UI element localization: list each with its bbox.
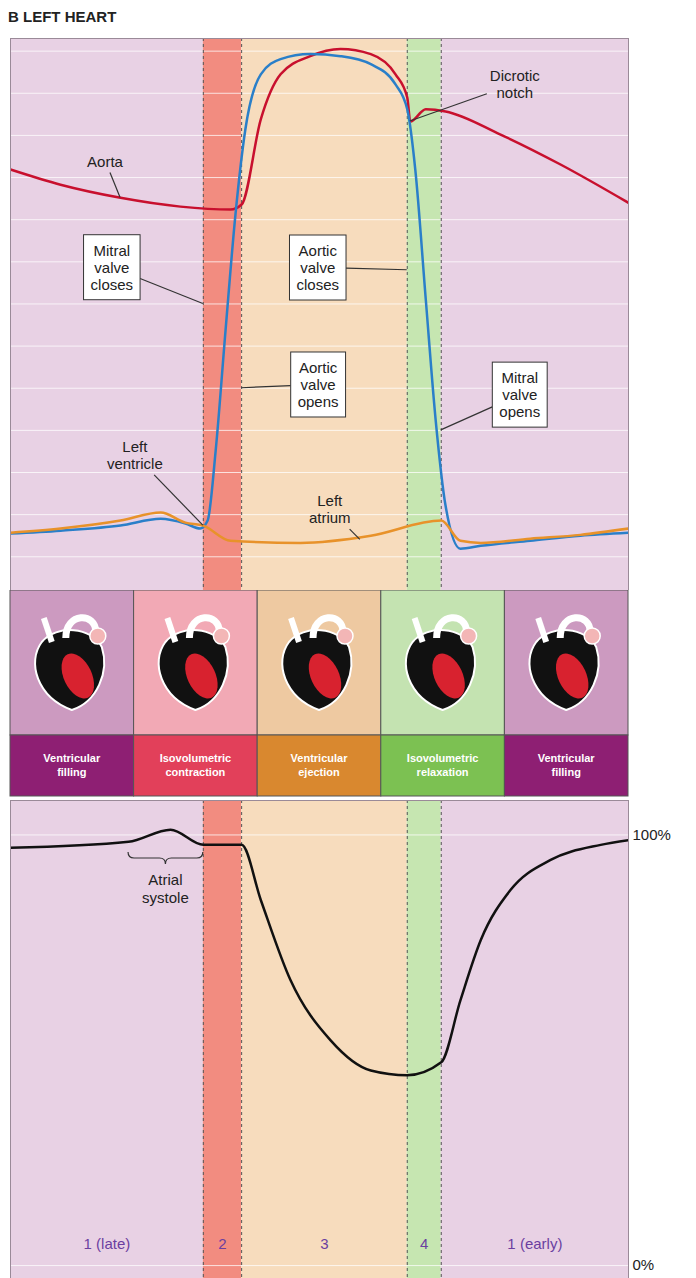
svg-text:Atrialsystole: Atrialsystole (142, 871, 189, 906)
svg-text:Leftatrium: Leftatrium (309, 492, 351, 526)
svg-text:Aorta: Aorta (87, 153, 124, 170)
svg-text:Ventricularfilling: Ventricularfilling (43, 752, 101, 778)
svg-text:Mitralvalveopens: Mitralvalveopens (499, 369, 540, 420)
svg-text:Leftventricle: Leftventricle (107, 438, 163, 472)
svg-text:4: 4 (420, 1235, 428, 1252)
svg-text:Aorticvalvecloses: Aorticvalvecloses (296, 242, 339, 293)
svg-text:100%: 100% (633, 826, 671, 843)
svg-text:Isovolumetriccontraction: Isovolumetriccontraction (160, 752, 232, 778)
svg-text:Dicroticnotch: Dicroticnotch (490, 67, 541, 101)
svg-text:3: 3 (320, 1235, 328, 1252)
svg-text:Ventricularejection: Ventricularejection (291, 752, 349, 778)
svg-text:2: 2 (218, 1235, 226, 1252)
svg-text:Aorticvalveopens: Aorticvalveopens (298, 359, 339, 410)
svg-text:1 (early): 1 (early) (507, 1235, 562, 1252)
svg-text:0%: 0% (633, 1256, 655, 1273)
svg-text:Mitralvalvecloses: Mitralvalvecloses (91, 242, 134, 293)
svg-text:Ventricularfilling: Ventricularfilling (538, 752, 596, 778)
html-text:B LEFT HEART: B LEFT HEART (8, 8, 117, 25)
svg-text:1 (late): 1 (late) (84, 1235, 131, 1252)
svg-text:Isovolumetricrelaxation: Isovolumetricrelaxation (407, 752, 479, 778)
